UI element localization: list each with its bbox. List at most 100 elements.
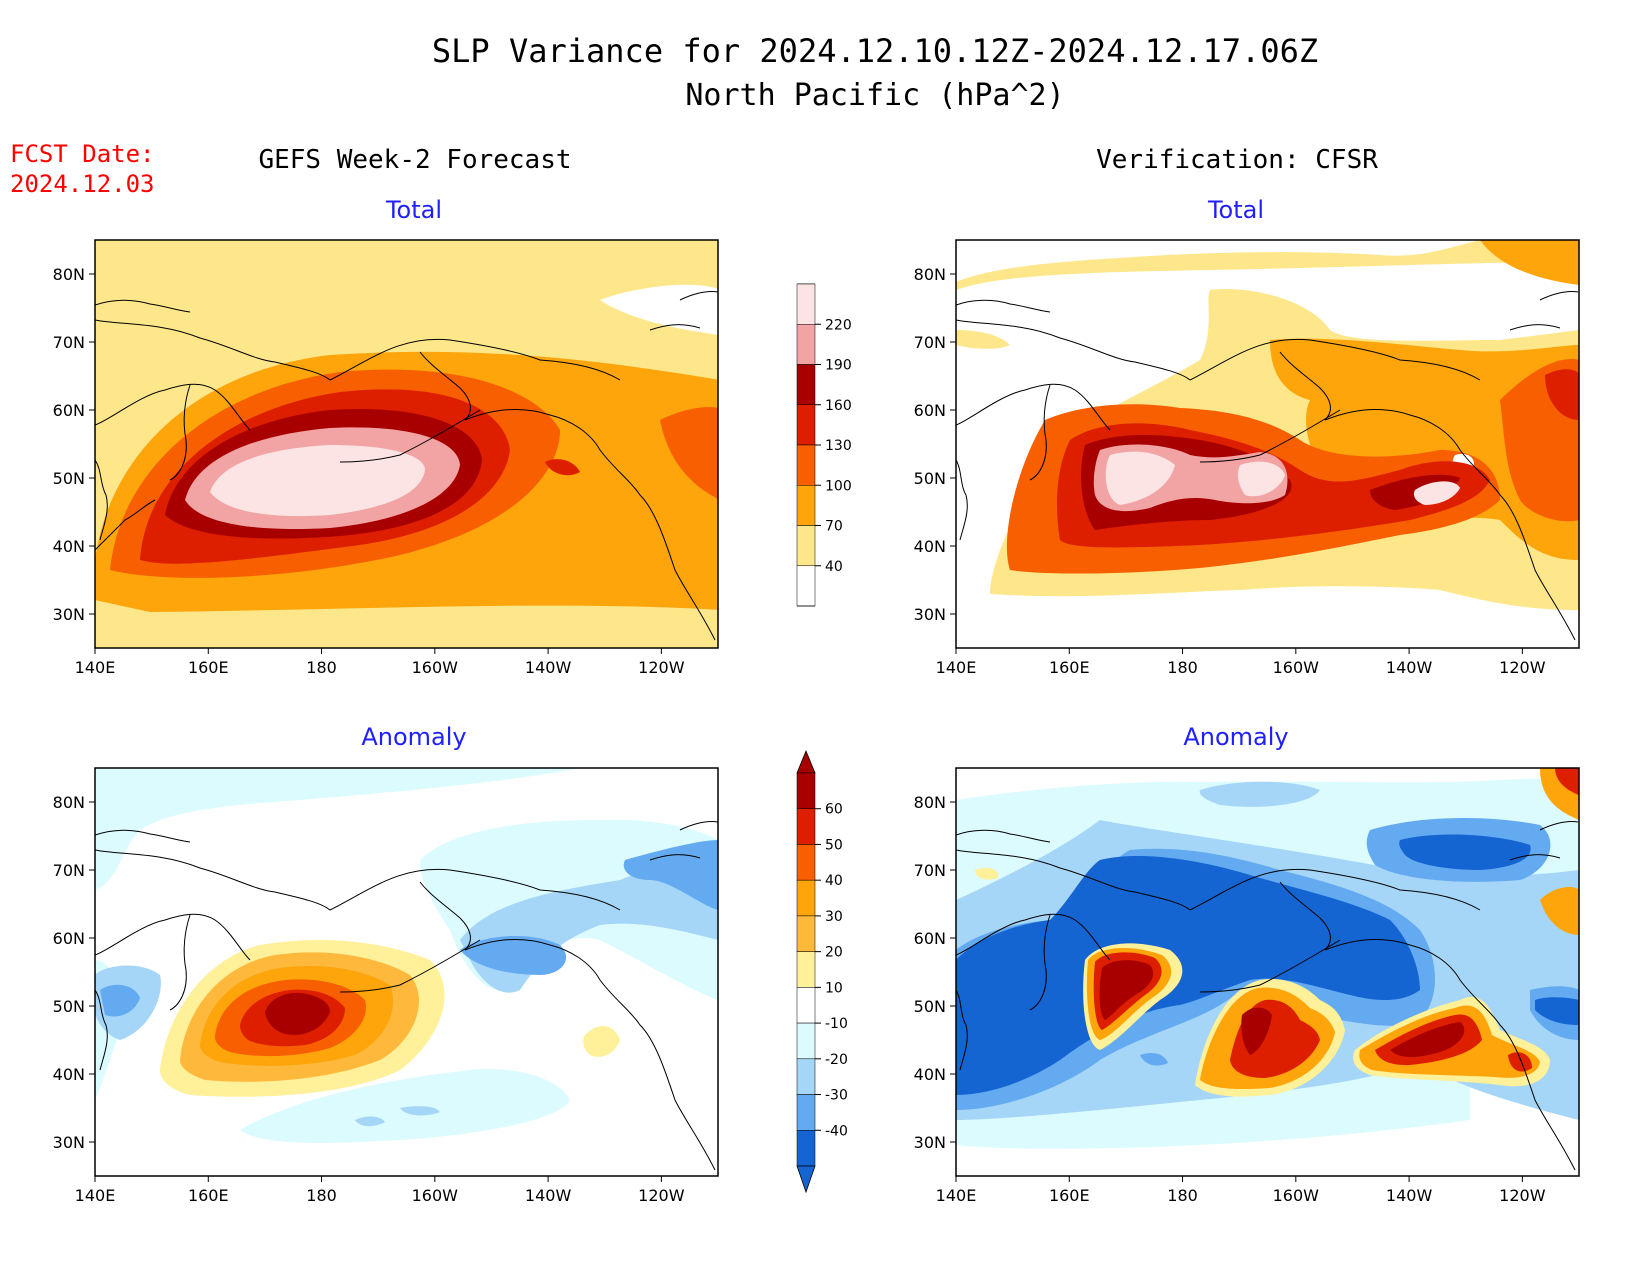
lat-tick-label: 30N (53, 605, 85, 624)
lon-tick-label: 180 (306, 1186, 337, 1205)
colorbar-label: 160 (825, 398, 852, 414)
lat-tick-label: 80N (914, 793, 946, 812)
colorbar-label: 20 (825, 945, 843, 961)
left-column-title: GEFS Week-2 Forecast (258, 145, 571, 175)
lat-tick-label: 50N (53, 469, 85, 488)
colorbar-swatch (796, 525, 816, 566)
main-title: SLP Variance for 2024.12.10.12Z-2024.12.… (432, 32, 1318, 70)
map-panel-fcst-anomaly (95, 768, 718, 1176)
colorbar-total: 220 190 160 130 100 70 40 (796, 283, 852, 607)
colorbar-swatch (796, 844, 816, 881)
lon-tick-label: 160E (188, 1186, 229, 1205)
lat-tick-label: 30N (914, 1133, 946, 1152)
colorbar-label: -20 (825, 1052, 848, 1068)
colorbar-swatch (796, 915, 816, 952)
map-panel-verif-anomaly (956, 768, 1579, 1176)
lat-tick-label: 50N (914, 469, 946, 488)
colorbar-arrow-bottom (796, 1165, 816, 1194)
main-subtitle: North Pacific (hPa^2) (685, 78, 1064, 113)
panel-subtitle-verif-total: Total (1207, 196, 1264, 224)
colorbar-swatch (796, 1130, 816, 1167)
colorbar-swatch (796, 1094, 816, 1131)
lat-tick-label: 50N (914, 997, 946, 1016)
lat-tick-label: 40N (53, 537, 85, 556)
lon-tick-label: 160W (412, 658, 459, 677)
lat-tick-label: 60N (914, 929, 946, 948)
lat-tick-label: 80N (53, 793, 85, 812)
lon-tick-label: 140E (936, 1186, 977, 1205)
colorbar-label: 190 (825, 358, 852, 374)
lat-tick-label: 50N (53, 997, 85, 1016)
lat-tick-label: 40N (914, 537, 946, 556)
lon-tick-label: 140W (525, 658, 572, 677)
colorbar-label: -40 (825, 1123, 848, 1139)
map-frame-verif-anomaly (955, 767, 1580, 1177)
lon-tick-label: 160W (412, 1186, 459, 1205)
lon-tick-label: 120W (638, 1186, 685, 1205)
colorbar-swatch (796, 444, 816, 486)
lon-tick-label: 140E (936, 658, 977, 677)
colorbar-label: 100 (825, 478, 852, 494)
map-frame-fcst-anomaly (94, 767, 719, 1177)
lon-tick-label: 140E (75, 658, 116, 677)
colorbar-swatch (796, 565, 816, 607)
colorbar-label: 220 (825, 317, 852, 333)
colorbar-label: 60 (825, 802, 843, 818)
lat-tick-label: 40N (914, 1065, 946, 1084)
right-column-title: Verification: CFSR (1096, 145, 1378, 175)
colorbar-swatch (796, 772, 816, 809)
map-frame-fcst-total (94, 239, 719, 649)
lon-tick-label: 180 (1167, 1186, 1198, 1205)
lat-tick-label: 80N (53, 265, 85, 284)
colorbar-swatch (796, 283, 816, 325)
lon-tick-label: 140W (1386, 658, 1433, 677)
colorbar-label: 50 (825, 837, 843, 853)
lat-tick-label: 70N (53, 333, 85, 352)
fcst-date-value: 2024.12.03 (10, 170, 155, 198)
colorbar-swatch (796, 951, 816, 988)
lat-tick-label: 60N (53, 401, 85, 420)
lon-tick-label: 180 (1167, 658, 1198, 677)
lon-tick-label: 140E (75, 1186, 116, 1205)
colorbar-swatch (796, 364, 816, 405)
lon-tick-label: 160E (1049, 658, 1090, 677)
panel-subtitle-fcst-total: Total (385, 196, 442, 224)
colorbar-swatch (796, 485, 816, 526)
colorbar-label: 30 (825, 909, 843, 925)
colorbar-label: 130 (825, 438, 852, 454)
lat-tick-label: 70N (53, 861, 85, 880)
lat-tick-label: 60N (914, 401, 946, 420)
lat-tick-label: 80N (914, 265, 946, 284)
lon-tick-label: 140W (525, 1186, 572, 1205)
lon-tick-label: 120W (1499, 1186, 1546, 1205)
lat-tick-label: 70N (914, 333, 946, 352)
lat-tick-label: 60N (53, 929, 85, 948)
colorbar-label: 10 (825, 980, 843, 996)
panel-subtitle-verif-anomaly: Anomaly (1183, 723, 1288, 751)
colorbar-swatch (796, 808, 816, 845)
lon-tick-label: 120W (638, 658, 685, 677)
colorbar-label: 40 (825, 873, 843, 889)
colorbar-swatch (796, 1022, 816, 1060)
panel-subtitle-fcst-anomaly: Anomaly (361, 723, 466, 751)
map-panel-verif-total (956, 240, 1579, 648)
lat-tick-label: 40N (53, 1065, 85, 1084)
lat-tick-label: 70N (914, 861, 946, 880)
lat-tick-label: 30N (914, 605, 946, 624)
colorbar-label: 40 (825, 559, 843, 575)
fcst-date-label: FCST Date: (10, 140, 155, 168)
lon-tick-label: 160W (1273, 658, 1320, 677)
colorbar-swatch (796, 879, 816, 917)
colorbar-swatch (796, 1058, 816, 1095)
colorbar-label: 70 (825, 519, 843, 535)
lon-tick-label: 120W (1499, 658, 1546, 677)
lon-tick-label: 160W (1273, 1186, 1320, 1205)
lon-tick-label: 160E (1049, 1186, 1090, 1205)
colorbar-label: -30 (825, 1088, 848, 1104)
map-frame-verif-total (955, 239, 1580, 649)
lon-tick-label: 140W (1386, 1186, 1433, 1205)
map-axes: 140E 160E 180 160W 140W 120W 80N 70N 60N 50N 40N 30… (53, 265, 1546, 1205)
colorbar-swatch (796, 987, 816, 1024)
lon-tick-label: 160E (188, 658, 229, 677)
